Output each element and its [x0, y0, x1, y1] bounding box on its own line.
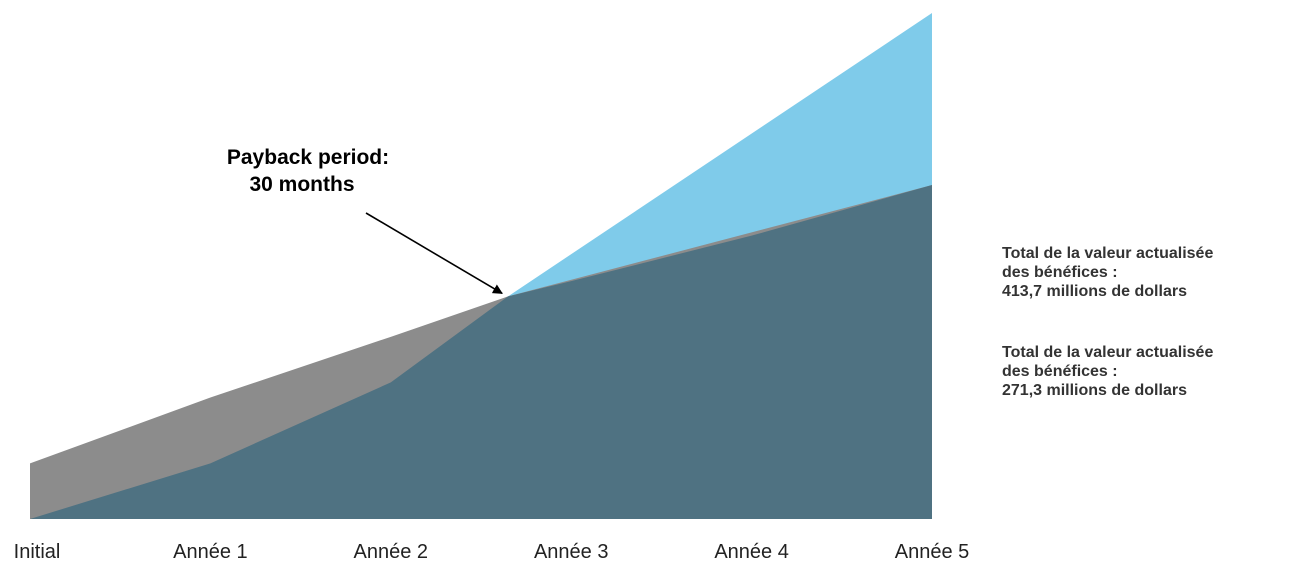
x-tick-label: Année 5 — [895, 541, 970, 563]
side-note-1-line-1: Total de la valeur actualisée — [1002, 245, 1214, 262]
x-tick-label: Année 3 — [534, 541, 609, 563]
side-note-1-line-2: des bénéfices : — [1002, 264, 1118, 281]
side-note-benefits-2: Total de la valeur actualisée des bénéfi… — [1002, 343, 1302, 400]
side-note-2-line-3: 271,3 millions de dollars — [1002, 382, 1187, 399]
area-series-group — [30, 13, 932, 520]
x-tick-label: Année 4 — [714, 541, 789, 563]
side-note-2-line-1: Total de la valeur actualisée — [1002, 344, 1214, 361]
annotation-arrow — [365, 212, 503, 295]
side-note-2-line-2: des bénéfices : — [1002, 363, 1118, 380]
side-note-benefits-1: Total de la valeur actualisée des bénéfi… — [1002, 244, 1302, 301]
area-lower-benefits — [30, 185, 932, 520]
side-note-1-line-3: 413,7 millions de dollars — [1002, 283, 1187, 300]
x-axis-tick-labels: Initial Année 1 Année 2 Année 3 Année 4 Année… — [14, 541, 970, 563]
annotation-line-1: Payback period: — [227, 146, 389, 169]
x-tick-label: Année 2 — [354, 541, 429, 563]
annotation-line-2: 30 months — [249, 173, 354, 196]
payback-annotation: Payback period: 30 months — [227, 146, 503, 295]
x-tick-label: Initial — [14, 541, 61, 563]
x-tick-label: Année 1 — [173, 541, 248, 563]
